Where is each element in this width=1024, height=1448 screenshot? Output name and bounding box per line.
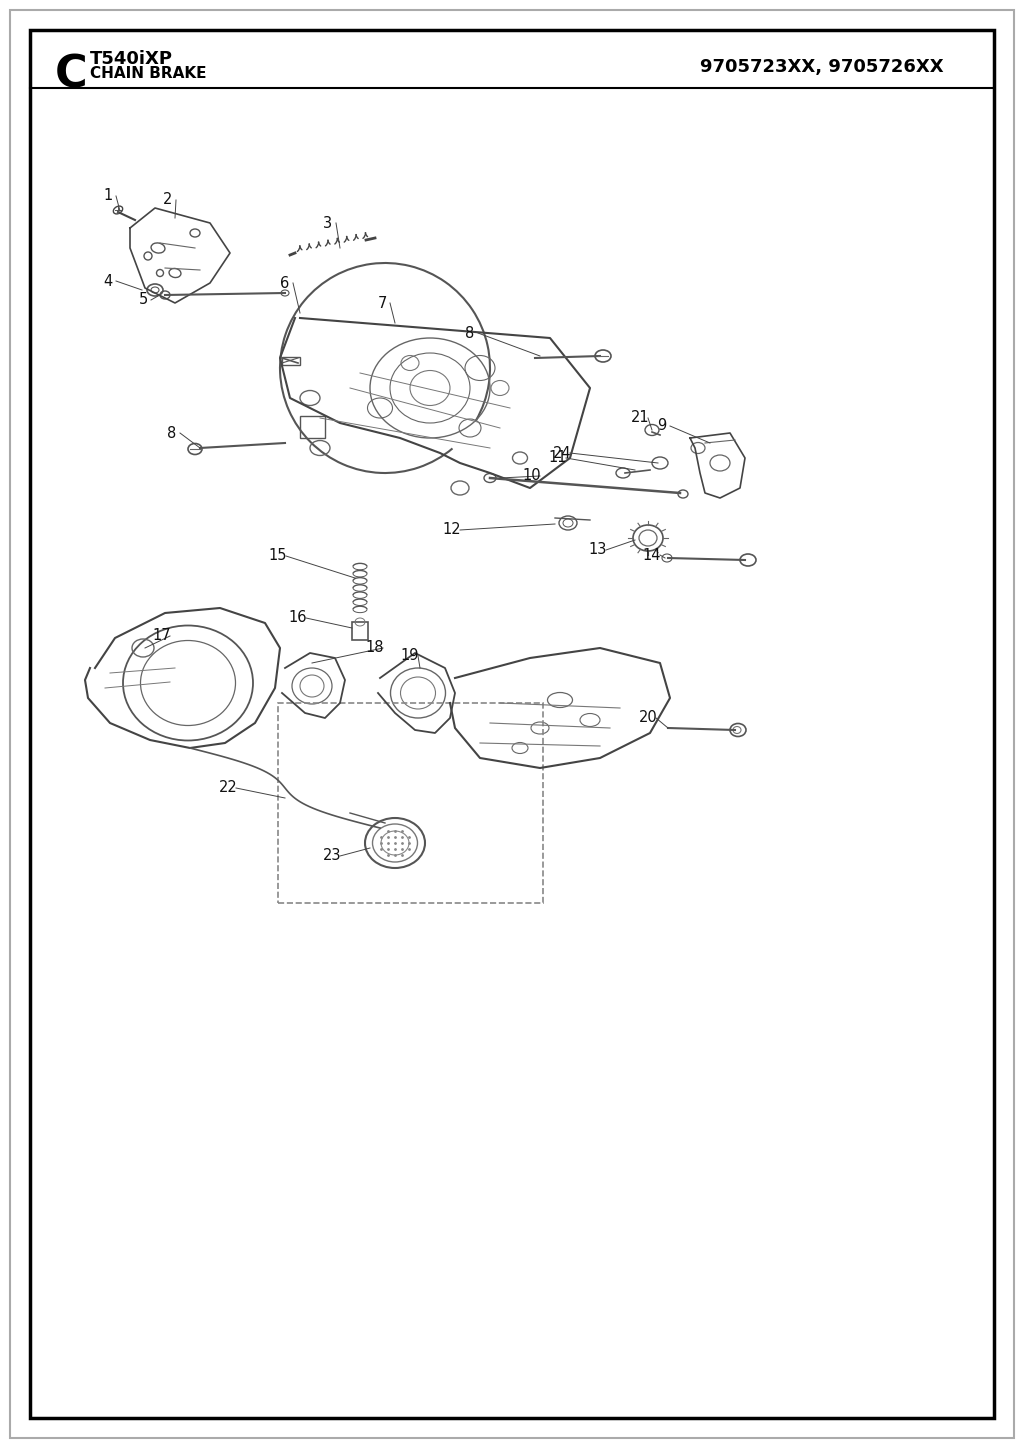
Text: 4: 4: [103, 274, 113, 288]
Text: 11: 11: [549, 450, 567, 465]
Text: 12: 12: [442, 523, 462, 537]
Text: 1: 1: [103, 188, 113, 204]
Text: 15: 15: [268, 549, 288, 563]
Text: 3: 3: [324, 216, 333, 230]
Text: 7: 7: [377, 295, 387, 310]
Text: 24: 24: [553, 446, 571, 460]
Text: 2: 2: [163, 193, 173, 207]
Text: 5: 5: [138, 292, 147, 307]
Text: C: C: [55, 54, 88, 96]
Text: 19: 19: [400, 649, 419, 663]
Text: 17: 17: [153, 628, 171, 643]
Text: CHAIN BRAKE: CHAIN BRAKE: [90, 67, 207, 81]
Bar: [300, 416, 325, 437]
Text: 16: 16: [289, 611, 307, 626]
Text: 8: 8: [167, 426, 176, 440]
Text: 10: 10: [522, 469, 542, 484]
Text: 18: 18: [366, 640, 384, 656]
Text: T540iXP: T540iXP: [90, 51, 173, 68]
Text: 23: 23: [323, 849, 341, 863]
Text: 9705723XX, 9705726XX: 9705723XX, 9705726XX: [700, 58, 944, 75]
Text: 13: 13: [589, 543, 607, 557]
Bar: [278, 702, 543, 904]
Text: 21: 21: [631, 410, 649, 426]
Text: 8: 8: [465, 326, 475, 340]
Text: 9: 9: [657, 418, 667, 433]
Text: 20: 20: [639, 711, 657, 725]
Text: 14: 14: [643, 547, 662, 562]
Text: 6: 6: [281, 275, 290, 291]
Bar: [352, 623, 368, 640]
Bar: [282, 358, 300, 365]
Text: 22: 22: [219, 780, 238, 795]
